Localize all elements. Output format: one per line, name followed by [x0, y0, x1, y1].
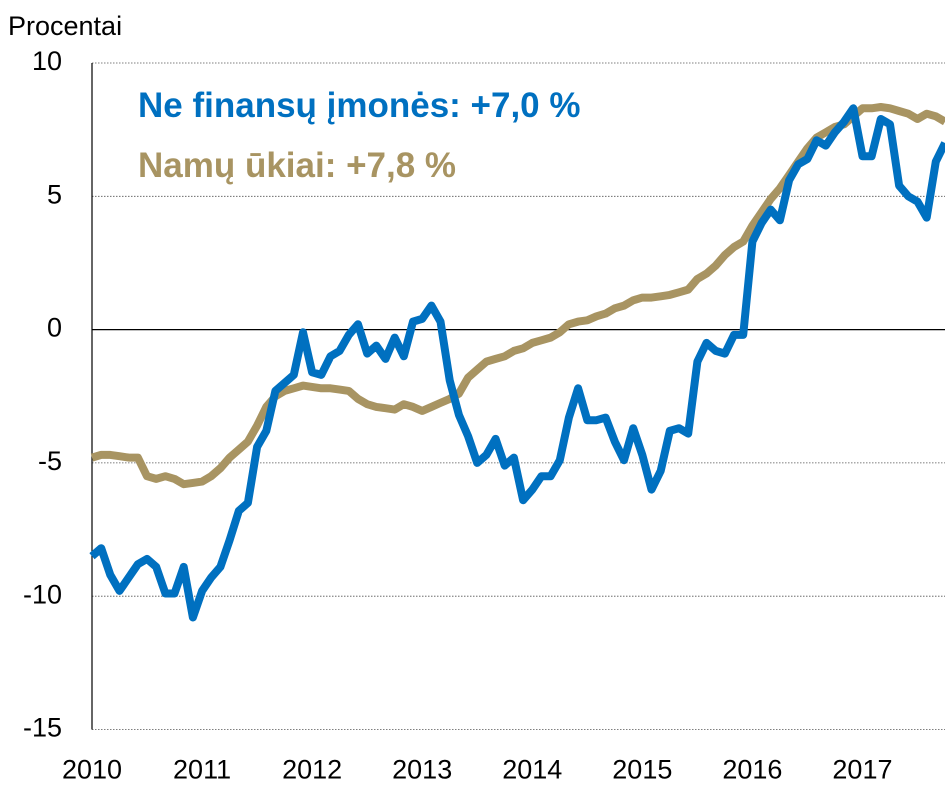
x-tick-label: 2012 [282, 755, 342, 785]
y-tick-label: -10 [23, 579, 62, 609]
x-tick-label: 2013 [392, 755, 452, 785]
x-tick-label: 2015 [612, 755, 672, 785]
y-tick-label: 0 [47, 313, 62, 343]
x-tick-label: 2010 [62, 755, 122, 785]
x-tick-label: 2014 [502, 755, 562, 785]
y-tick-label: 5 [47, 179, 62, 209]
x-tick-label: 2016 [722, 755, 782, 785]
legend-label: Namų ūkiai: +7,8 % [138, 146, 456, 185]
y-tick-label: -15 [23, 713, 62, 743]
series-line [89, 104, 945, 622]
series-line [90, 103, 945, 489]
y-axis-label: Procentai [8, 11, 122, 41]
y-tick-label: 10 [32, 46, 62, 76]
legend-label: Ne finansų įmonės: +7,0 % [138, 86, 581, 125]
x-tick-label: 2017 [832, 755, 892, 785]
x-tick-label: 2011 [173, 755, 231, 785]
y-tick-label: -5 [38, 446, 62, 476]
